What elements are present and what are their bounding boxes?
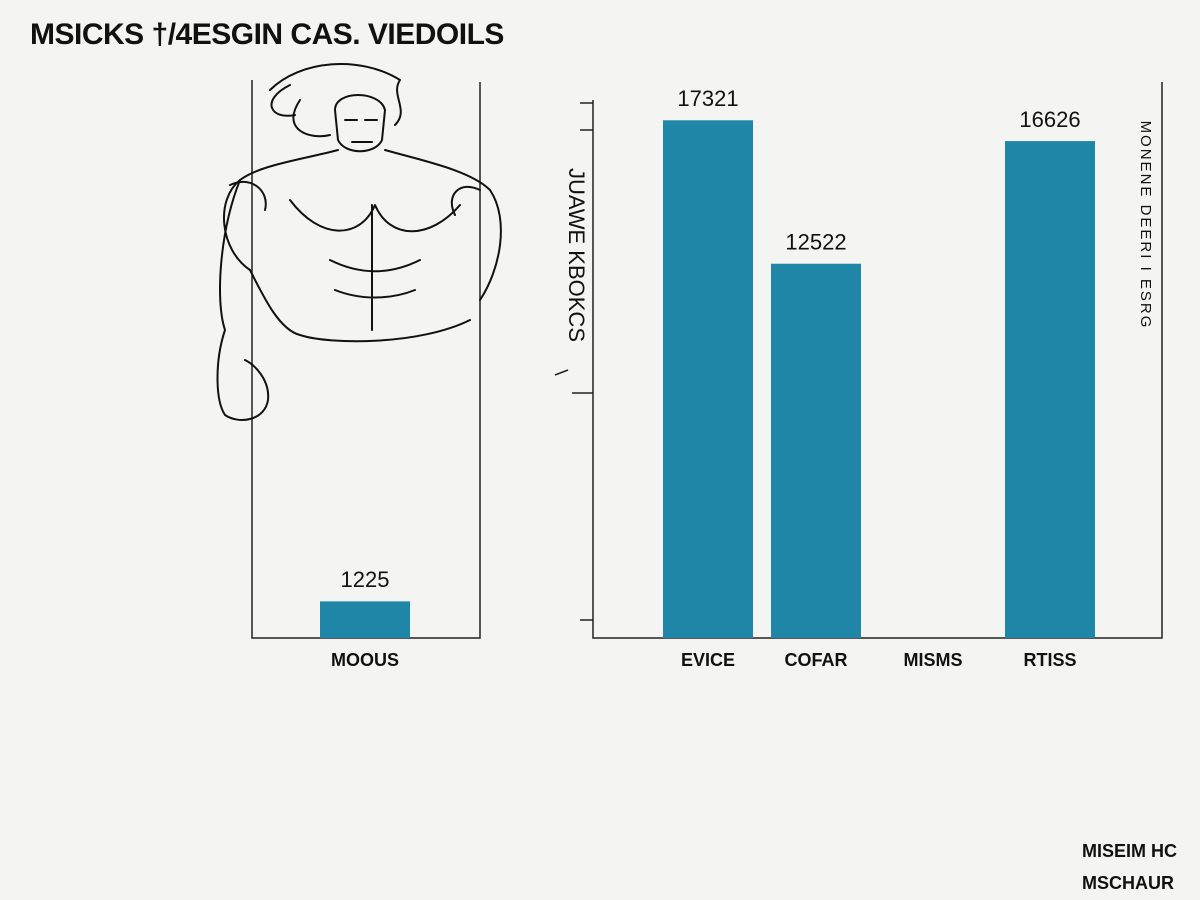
- x-tick-label: MOOUS: [331, 650, 399, 670]
- x-tick-label: MISMS: [903, 650, 962, 670]
- right-panel-frame: [592, 82, 1163, 639]
- x-tick-label: COFAR: [785, 650, 848, 670]
- x-tick-label: EVICE: [681, 650, 735, 670]
- value-label: 12522: [785, 230, 846, 255]
- value-label: 16626: [1019, 107, 1080, 132]
- hero-illustration: [216, 63, 502, 421]
- bar: [320, 601, 410, 638]
- bar: [663, 120, 753, 638]
- footer-line: MSCHAUR: [1082, 873, 1174, 893]
- value-label: 17321: [677, 86, 738, 111]
- side-label: MONENE DEERI I ESRG: [1137, 121, 1154, 330]
- footer-line: MISEIM HC: [1082, 841, 1177, 861]
- y-axis-label: JUAWE KBOKCS: [564, 168, 589, 342]
- chart-title: MSICKS †/4ESGIN CAS. VIEDOILS: [30, 18, 504, 51]
- bar: [771, 263, 861, 638]
- value-label: 1225: [341, 567, 390, 592]
- left-panel-frame: [251, 80, 481, 639]
- bar: [1005, 141, 1095, 639]
- axis-ticks: [554, 102, 593, 621]
- x-tick-label: RTISS: [1023, 650, 1076, 670]
